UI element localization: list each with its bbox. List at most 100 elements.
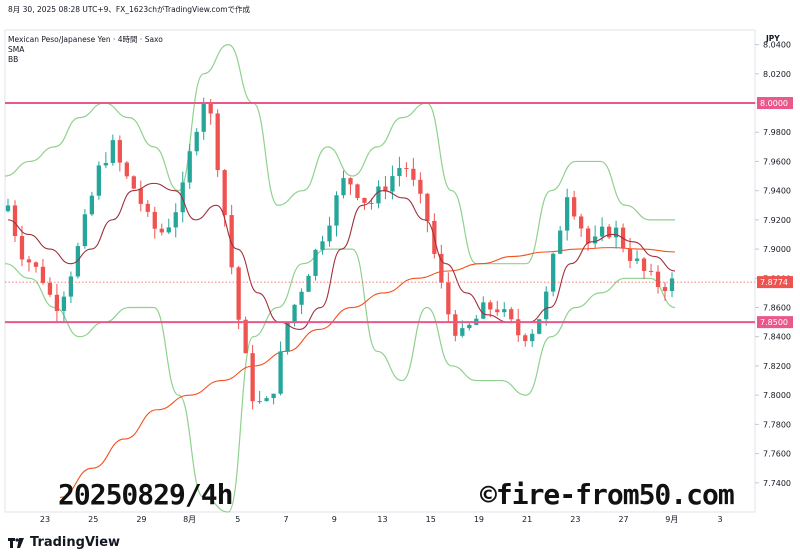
candle-body (488, 302, 493, 310)
x-tick-label: 3 (717, 515, 722, 524)
y-tick-label: 7.9800 (763, 128, 791, 137)
candle-body (138, 188, 143, 204)
candle-body (439, 253, 444, 283)
candle-body (271, 393, 276, 399)
x-tick-label: 21 (522, 515, 532, 524)
candle-body (250, 353, 255, 402)
candle-body (222, 170, 227, 216)
candle-body (544, 291, 549, 320)
candle-body (229, 215, 234, 268)
candle-body (12, 205, 18, 237)
candle-body (397, 168, 402, 177)
candle-body (180, 182, 185, 213)
candle-body (257, 401, 262, 403)
candle-body (124, 162, 129, 177)
candle-body (369, 202, 374, 204)
candle-body (152, 211, 157, 229)
candle-body (131, 176, 136, 189)
candle-body (376, 186, 381, 204)
candle-body (355, 184, 360, 198)
tradingview-logo[interactable]: TradingView (8, 535, 120, 550)
candle-body (551, 253, 556, 292)
symbol-title: Mexican Peso/Japanese Yen · 4時間 · Saxo (8, 35, 163, 44)
candle-body (446, 282, 451, 315)
x-tick-label: 9月 (665, 515, 678, 524)
candle-body (411, 168, 416, 180)
y-tick-label: 7.9000 (763, 245, 791, 254)
x-tick-label: 27 (618, 515, 628, 524)
candle-body (383, 186, 388, 192)
candle-body (418, 179, 423, 194)
candle-body (425, 193, 430, 221)
candle-body (306, 275, 311, 292)
candle-body (390, 176, 395, 192)
x-tick-label: 23 (570, 515, 580, 524)
bb-upper-line (4, 44, 675, 265)
candle-body (187, 151, 192, 183)
candle-body (285, 322, 290, 352)
candle-body (61, 296, 67, 312)
x-tick-label: 13 (377, 515, 387, 524)
candle-body (96, 165, 102, 196)
candle-body (145, 203, 150, 212)
candle-body (117, 140, 122, 163)
candle-body (634, 258, 640, 261)
level-label-bg (757, 97, 793, 110)
y-tick-label: 7.8200 (763, 362, 791, 371)
y-tick-label: 8.0400 (763, 41, 791, 50)
y-tick-label: 7.7600 (763, 450, 791, 459)
candle-body (19, 236, 25, 260)
candle-body (334, 195, 339, 226)
candle-body (292, 304, 297, 323)
chart-caption: 8月 30, 2025 08:28 UTC+9、FX_1623chがTradin… (8, 5, 251, 14)
candle-body (669, 278, 675, 292)
last-price-bg (757, 276, 793, 289)
x-tick-label: 8月 (183, 515, 196, 524)
y-tick-label: 7.9200 (763, 216, 791, 225)
indicator-bb-label[interactable]: BB (8, 55, 19, 64)
candle-body (159, 228, 164, 233)
candle-body (299, 291, 304, 305)
candle-body (89, 195, 95, 215)
y-tick-label: 7.9600 (763, 157, 791, 166)
candle-body (655, 271, 661, 288)
y-tick-label: 7.8600 (763, 304, 791, 313)
candle-body (558, 230, 563, 254)
y-tick-label: 7.8400 (763, 333, 791, 342)
x-tick-label: 7 (284, 515, 289, 524)
candle-body (327, 225, 332, 242)
tradingview-logo-icon (8, 537, 24, 549)
candle-body (467, 324, 472, 329)
candle-body (578, 216, 584, 229)
candle-body (75, 246, 81, 277)
candle-body (648, 270, 654, 272)
candle-body (173, 212, 178, 228)
candle-body (33, 262, 39, 267)
y-tick-label: 8.0200 (763, 70, 791, 79)
candle-body (662, 287, 668, 292)
candle-body (592, 236, 598, 244)
candle-body (509, 309, 514, 320)
indicator-sma-label[interactable]: SMA (8, 45, 25, 54)
candle-body (278, 351, 283, 394)
candle-body (627, 248, 633, 261)
candle-body (404, 168, 409, 170)
candle-body (215, 113, 220, 171)
candle-body (613, 227, 619, 238)
level-label: 8.0000 (760, 99, 788, 108)
candle-body (523, 335, 528, 342)
y-tick-label: 7.8000 (763, 391, 791, 400)
candle-body (502, 309, 507, 313)
candle-body (201, 102, 206, 132)
x-tick-label: 5 (235, 515, 240, 524)
candle-body (341, 178, 346, 196)
candle-body (453, 314, 458, 336)
candle-body (103, 162, 108, 166)
x-tick-label: 19 (474, 515, 484, 524)
plot-area (4, 29, 756, 513)
candle-body (495, 309, 500, 313)
candle-body (54, 294, 60, 312)
x-tick-label: 15 (426, 515, 436, 524)
candle-body (599, 226, 605, 237)
